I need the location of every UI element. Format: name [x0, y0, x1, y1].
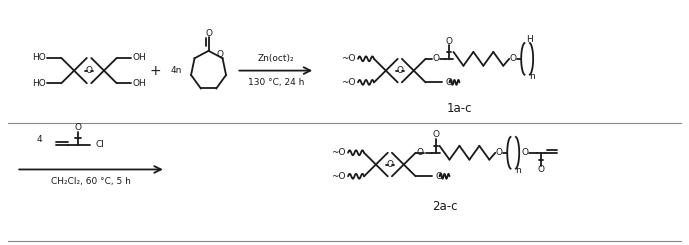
Text: ~O: ~O [340, 78, 355, 87]
Text: O: O [216, 50, 223, 59]
Text: O: O [435, 172, 442, 181]
Text: Zn(oct)₂: Zn(oct)₂ [258, 54, 294, 63]
Text: ~O: ~O [340, 54, 355, 63]
Text: O: O [537, 165, 544, 174]
Text: O: O [205, 28, 212, 37]
Text: 4: 4 [37, 135, 42, 144]
Text: O: O [522, 148, 528, 157]
Text: O: O [387, 160, 393, 169]
Text: O: O [74, 123, 81, 133]
Text: Cl: Cl [95, 140, 104, 149]
Text: OH: OH [132, 53, 146, 62]
Text: 130 °C, 24 h: 130 °C, 24 h [247, 78, 304, 87]
Text: 1a-c: 1a-c [446, 102, 472, 115]
Text: n: n [529, 72, 535, 81]
Text: O: O [432, 54, 439, 63]
Text: OH: OH [132, 79, 146, 88]
Text: O: O [510, 54, 517, 63]
Text: ~O: ~O [331, 148, 345, 157]
Text: n: n [515, 166, 521, 175]
Text: HO: HO [32, 79, 45, 88]
Text: +: + [150, 64, 162, 78]
Text: CH₂Cl₂, 60 °C, 5 h: CH₂Cl₂, 60 °C, 5 h [51, 177, 131, 186]
Text: O: O [85, 66, 92, 75]
Text: O: O [496, 148, 503, 157]
Text: O: O [446, 78, 453, 87]
Text: ~O: ~O [331, 172, 345, 181]
Text: H: H [526, 35, 533, 44]
Text: HO: HO [32, 53, 45, 62]
Text: 2a-c: 2a-c [432, 199, 457, 213]
Text: 4n: 4n [171, 66, 182, 75]
Text: O: O [396, 66, 403, 75]
Text: O: O [432, 130, 439, 139]
Text: O: O [416, 148, 423, 157]
Text: O: O [446, 37, 453, 46]
